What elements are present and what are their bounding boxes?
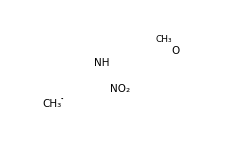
Text: NH: NH [93,58,109,69]
Text: NO₂: NO₂ [110,84,131,94]
Text: CH₃: CH₃ [155,35,172,44]
Text: CH₃: CH₃ [42,99,61,109]
Text: O: O [171,46,179,56]
